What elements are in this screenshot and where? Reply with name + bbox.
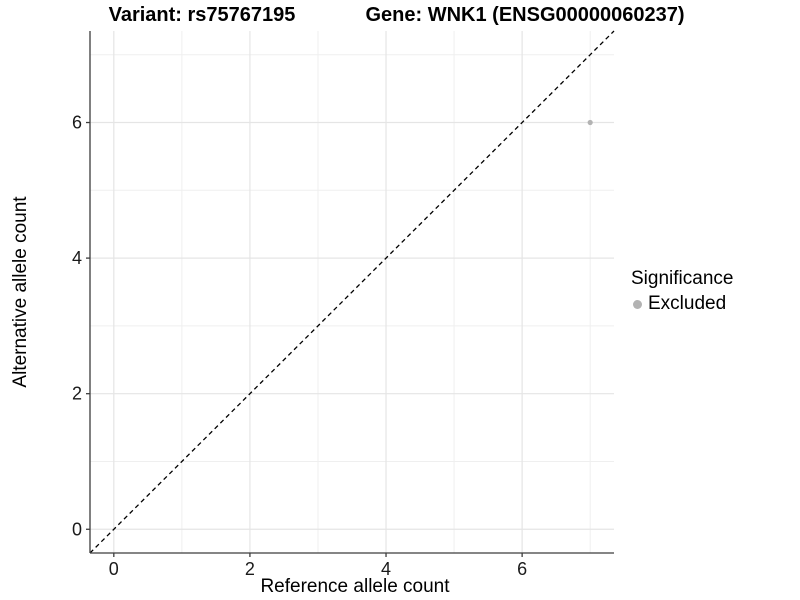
x-tick-label: 2 <box>245 559 255 579</box>
x-tick-label: 6 <box>517 559 527 579</box>
plot-title-variant: Variant: rs75767195 <box>108 4 296 26</box>
legend-item-label: Excluded <box>648 293 727 314</box>
y-tick-label: 2 <box>72 384 82 404</box>
data-point <box>587 119 593 126</box>
y-tick-label: 0 <box>72 519 82 539</box>
x-tick-label: 4 <box>381 559 391 579</box>
x-axis-title: Reference allele count <box>260 576 450 597</box>
x-tick-label: 0 <box>109 559 119 579</box>
y-tick-label: 4 <box>72 248 82 268</box>
legend-item-excluded: Excluded <box>631 293 733 315</box>
plot-title-gene: Gene: WNK1 (ENSG00000060237) <box>365 4 685 26</box>
y-tick-label: 6 <box>72 113 82 133</box>
legend-point-icon <box>633 299 642 309</box>
legend-title: Significance <box>631 268 734 289</box>
legend: Significance Excluded <box>631 268 733 315</box>
identity-dashed-line <box>89 30 615 554</box>
y-axis-title: Alternative allele count <box>10 196 31 388</box>
